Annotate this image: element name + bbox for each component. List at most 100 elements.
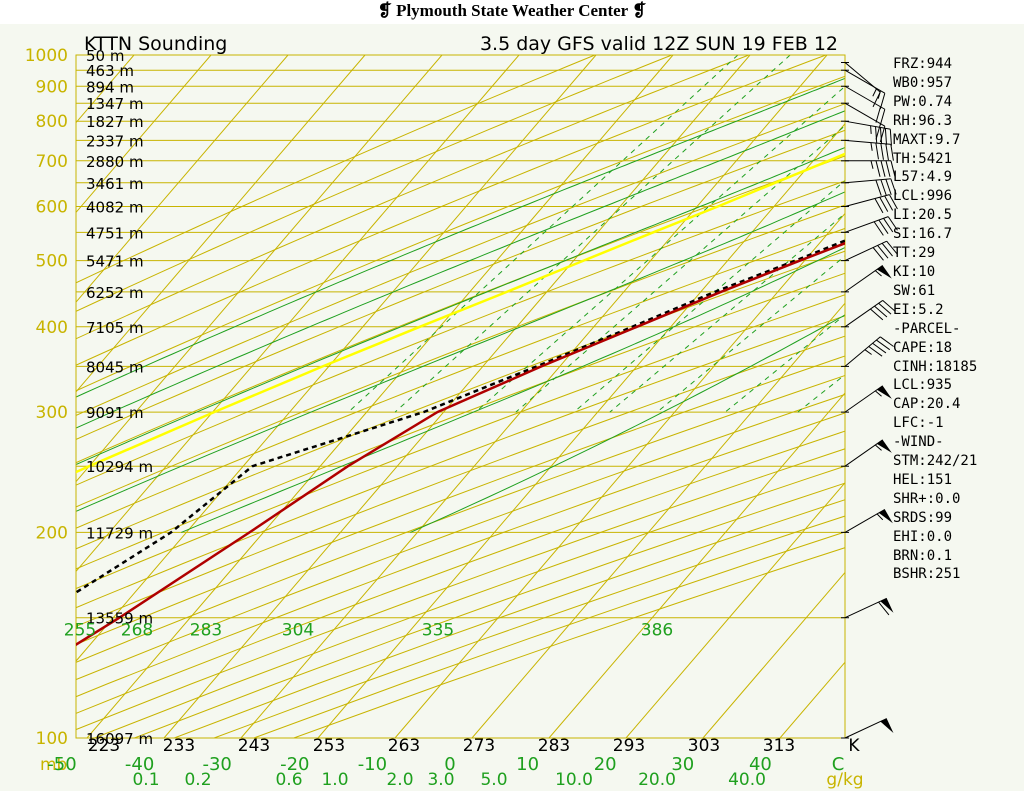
height-label: 13559 m: [86, 610, 153, 628]
flag-left-icon: ❡: [377, 1, 392, 20]
height-label: 2880 m: [86, 153, 144, 171]
wind-barb-full: [870, 308, 884, 321]
dry-adiabat-line: [76, 155, 845, 464]
temperature-tick-label: -20: [280, 754, 309, 775]
isotherm-line: [394, 212, 845, 738]
temperature-tick-label: -40: [125, 754, 154, 775]
index-line: L57:4.9: [893, 169, 953, 186]
wind-barb: [841, 160, 896, 177]
wind-barb-staff: [844, 216, 889, 233]
title-label: Plymouth State Weather Center: [396, 1, 628, 20]
dry-adiabat-line: [76, 315, 845, 609]
temperature-tick-label: -10: [358, 754, 387, 775]
wind-barb: [841, 299, 896, 328]
height-label: 1827 m: [86, 113, 144, 131]
dry-adiabat-line: [76, 355, 845, 646]
wind-barb: [841, 194, 898, 214]
theta-tick-label: 243: [238, 736, 270, 756]
wind-barb-full: [875, 106, 881, 123]
height-label: 7105 m: [86, 319, 144, 337]
index-line: LFC:-1: [893, 415, 944, 432]
profiles-layer: [76, 152, 845, 647]
wind-barb-pennant: [878, 509, 893, 524]
mixing-ratio-line: [609, 212, 845, 413]
pressure-tick-label: 900: [36, 77, 68, 97]
wind-barb-full: [880, 179, 887, 196]
wind-barb-full: [875, 142, 879, 160]
wind-barb-full: [875, 179, 882, 196]
pressure-tick-label: 1000: [25, 46, 68, 66]
mixing-ratio-tick-label: 5.0: [480, 770, 507, 790]
wind-barb-full: [890, 144, 894, 161]
isotherm-line: [625, 481, 845, 738]
wind-barb-full: [879, 126, 886, 143]
theta-tick-label: 263: [388, 736, 420, 756]
wind-barb-full: [878, 302, 892, 315]
wind-barb-staff: [844, 194, 890, 208]
mixing-ratio-line: [515, 124, 845, 413]
wind-barb: [841, 102, 886, 143]
dry-adiabat-line: [76, 55, 827, 366]
height-label: 6252 m: [86, 284, 144, 302]
wind-barb-full: [880, 160, 886, 177]
theta-tick-label: K: [848, 736, 860, 756]
dry-adiabat-line: [76, 129, 845, 440]
wind-barb-full: [883, 218, 894, 233]
wind-barbs-layer: [841, 62, 898, 739]
wind-barb-half: [872, 88, 877, 97]
wind-barb-full: [880, 143, 884, 160]
wind-barb-staff: [844, 265, 883, 293]
dry-adiabat-line: [76, 393, 845, 681]
index-line: TT:29: [893, 245, 936, 262]
isotherm-line: [76, 55, 212, 214]
index-line: SI:16.7: [893, 226, 953, 243]
wind-barb-full: [875, 123, 881, 140]
wind-barb-full: [885, 160, 891, 177]
index-line: LCL:996: [893, 188, 953, 205]
theta-e-label: 255: [64, 621, 96, 641]
valid-time-label: 3.5 day GFS valid 12Z SUN 19 FEB 12: [480, 33, 838, 55]
wind-barb-full: [884, 128, 888, 145]
wind-barb-half: [864, 349, 872, 355]
dry-adiabat-line: [76, 250, 845, 550]
wind-barb-full: [890, 160, 896, 177]
temperature-tick-label: 30: [671, 754, 694, 775]
dry-adiabat-line: [76, 448, 845, 731]
index-line: PW:0.74: [893, 93, 953, 110]
wind-barb-full: [874, 198, 884, 214]
mixing-ratio-tick-label: 0.6: [275, 770, 302, 790]
profiles-clip-group: [76, 152, 845, 647]
dry-adiabat-line: [76, 374, 845, 663]
wind-barb-pennant: [876, 265, 892, 279]
wind-barb-full: [874, 305, 888, 318]
index-line: RH:96.3: [893, 112, 953, 129]
mixing-ratio-line: [394, 55, 791, 413]
wind-barb-full: [890, 178, 897, 195]
wind-barb-full: [876, 339, 891, 351]
wind-barb-full: [879, 336, 894, 347]
theta-tick-label: 303: [688, 736, 720, 756]
wind-barb-staff: [844, 139, 891, 145]
wind-barb-full: [873, 221, 884, 236]
mixing-ratio-unit-label: g/kg: [826, 770, 863, 790]
index-line: MAXT:9.7: [893, 131, 961, 148]
wind-barb-full: [885, 143, 889, 161]
index-line: TH:5421: [893, 150, 953, 167]
page-title: ❡ Plymouth State Weather Center ❡: [0, 0, 1024, 22]
parcel-path-line: [76, 152, 845, 474]
moist-adiabat-line: [76, 77, 845, 398]
wind-barb-pennant: [876, 439, 892, 453]
wind-barb-half: [870, 160, 874, 169]
wind-barb-staff: [844, 385, 883, 413]
mixing-ratio-tick-label: 10.0: [555, 770, 593, 790]
wind-barb-half: [876, 513, 884, 521]
moist-adiabat-line: [76, 146, 845, 466]
theta-e-label: 386: [641, 621, 673, 641]
wind-barb-full: [868, 346, 883, 357]
wind-barb-staff: [844, 597, 887, 619]
grid-layer: [75, 54, 846, 739]
height-label: 50 m: [86, 47, 124, 65]
flag-right-icon: ❡: [632, 1, 647, 20]
dry-adiabat-line: [76, 180, 845, 486]
isotherm-line: [76, 55, 289, 303]
